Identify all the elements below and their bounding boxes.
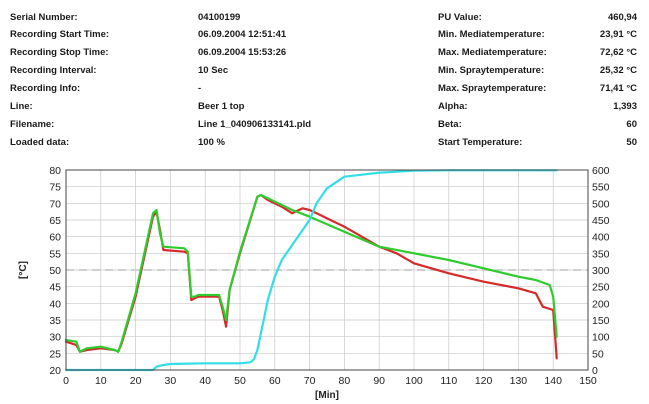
x-tick-label: 140 <box>544 375 562 387</box>
y2-tick-label: 350 <box>592 248 610 260</box>
info-label: Recording Stop Time: <box>10 47 109 58</box>
info-value: 72,62 °C <box>599 47 637 58</box>
info-value: 04100199 <box>198 12 241 23</box>
x-tick-label: 20 <box>130 375 142 387</box>
series-line <box>64 169 558 372</box>
y-tick-label: 60 <box>49 232 61 244</box>
y2-tick-label: 300 <box>592 265 610 277</box>
info-value: 460,94 <box>607 12 637 23</box>
info-label: Recording Start Time: <box>10 29 110 40</box>
y2-tick-label: 550 <box>592 182 610 194</box>
x-tick-label: 120 <box>475 375 493 387</box>
x-tick-label: 10 <box>95 375 107 387</box>
x-tick-label: 0 <box>63 375 69 387</box>
y-tick-label: 50 <box>49 265 61 277</box>
info-label: Loaded data: <box>10 137 70 148</box>
y-tick-label: 40 <box>49 298 61 310</box>
info-value: 06.09.2004 12:51:41 <box>198 29 287 40</box>
y-tick-label: 75 <box>49 182 61 194</box>
info-value: 10 Sec <box>198 65 229 76</box>
recording-info-panel: Serial Number: 04100199 Recording Start … <box>0 0 649 150</box>
y-tick-label: 25 <box>49 348 61 360</box>
info-label: Recording Info: <box>10 83 81 94</box>
info-value: 1,393 <box>613 101 637 112</box>
info-value: 71,41 °C <box>599 83 637 94</box>
y-tick-label: 55 <box>49 248 61 260</box>
info-value: 23,91 °C <box>599 29 637 40</box>
series-line <box>64 193 558 353</box>
y-tick-label: 80 <box>49 165 61 177</box>
plot-frame <box>65 169 589 371</box>
y2-tick-label: 200 <box>592 298 610 310</box>
y2-tick-label: 100 <box>592 332 610 344</box>
y2-tick-label: 400 <box>592 232 610 244</box>
x-tick-label: 70 <box>304 375 316 387</box>
info-value: 100 % <box>198 137 225 148</box>
info-value: 60 <box>626 119 637 130</box>
y2-tick-label: 450 <box>592 215 610 227</box>
y-tick-label: 30 <box>49 332 61 344</box>
info-value: 25,32 °C <box>599 65 637 76</box>
info-value: Beer 1 top <box>198 101 245 112</box>
y-tick-label: 65 <box>49 215 61 227</box>
info-value: - <box>198 83 202 94</box>
info-label: Recording Interval: <box>10 65 97 76</box>
x-tick-label: 90 <box>373 375 385 387</box>
info-label: Serial Number: <box>10 12 78 23</box>
y2-tick-label: 250 <box>592 282 610 294</box>
x-tick-label: 130 <box>510 375 528 387</box>
info-value: Line 1_040906133141.pld <box>198 119 312 130</box>
y-tick-label: 35 <box>49 315 61 327</box>
y2-tick-label: 600 <box>592 165 610 177</box>
info-value: 50 <box>626 137 637 148</box>
y-axis-label: [°C] <box>18 261 29 279</box>
y-tick-label: 70 <box>49 198 61 210</box>
x-tick-label: 100 <box>405 375 423 387</box>
info-label: Filename: <box>10 119 55 130</box>
info-label: Alpha: <box>438 101 468 112</box>
info-label: Line: <box>10 101 33 112</box>
info-label: Min. Mediatemperature: <box>438 29 545 40</box>
y-tick-label: 45 <box>49 282 61 294</box>
x-tick-label: 50 <box>234 375 246 387</box>
y2-tick-label: 50 <box>592 348 604 360</box>
x-tick-label: 110 <box>440 375 457 387</box>
y2-tick-label: 150 <box>592 315 610 327</box>
x-tick-label: 80 <box>339 375 351 387</box>
x-tick-label: 150 <box>579 375 597 387</box>
x-tick-label: 40 <box>199 375 211 387</box>
x-tick-label: 60 <box>269 375 281 387</box>
series-lines <box>64 169 558 372</box>
x-axis-label: [Min] <box>315 390 339 401</box>
info-label: Max. Mediatemperature: <box>438 47 547 58</box>
x-tick-label: 30 <box>165 375 177 387</box>
info-label: PU Value: <box>438 12 482 23</box>
tick-labels: 0 10 20 30 40 50 60 70 80 90 100 110 120 130 140 150 20 2… <box>49 165 609 387</box>
info-label: Start Temperature: <box>438 137 523 148</box>
y2-tick-label: 0 <box>592 365 598 377</box>
y2-tick-label: 500 <box>592 198 610 210</box>
info-label: Beta: <box>438 119 462 130</box>
info-label: Min. Spraytemperature: <box>438 65 545 76</box>
info-value: 06.09.2004 15:53:26 <box>198 47 287 58</box>
info-label: Max. Spraytemperature: <box>438 83 547 94</box>
y-tick-label: 20 <box>49 365 61 377</box>
